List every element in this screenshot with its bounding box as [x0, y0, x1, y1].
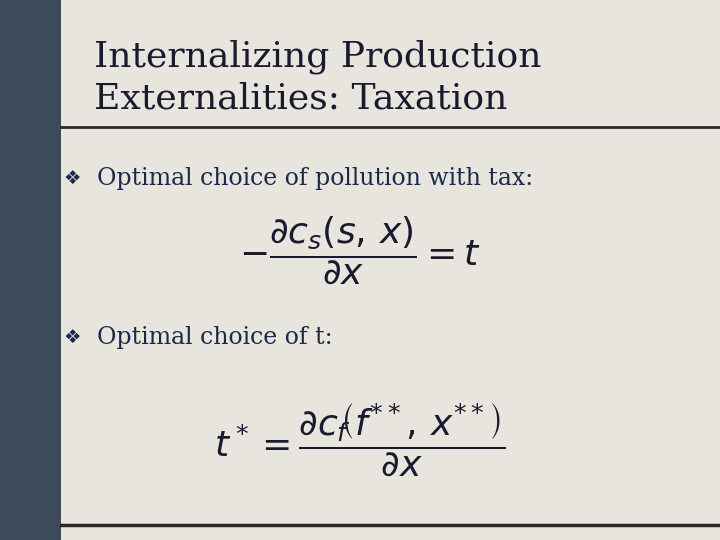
Text: Internalizing Production: Internalizing Production: [94, 39, 541, 74]
FancyBboxPatch shape: [0, 0, 61, 540]
Text: ❖: ❖: [63, 168, 81, 188]
Text: Externalities: Taxation: Externalities: Taxation: [94, 82, 507, 115]
Text: Optimal choice of t:: Optimal choice of t:: [97, 326, 333, 349]
Text: Optimal choice of pollution with tax:: Optimal choice of pollution with tax:: [97, 167, 534, 190]
Text: ❖: ❖: [63, 328, 81, 347]
Text: $t^* = \dfrac{\partial c_f\!\left(f^{**},\,x^{**}\right)}{\partial x}$: $t^* = \dfrac{\partial c_f\!\left(f^{**}…: [215, 402, 505, 478]
Text: $-\dfrac{\partial c_s\left(s,\,x\right)}{\partial x} = t$: $-\dfrac{\partial c_s\left(s,\,x\right)}…: [239, 215, 481, 287]
